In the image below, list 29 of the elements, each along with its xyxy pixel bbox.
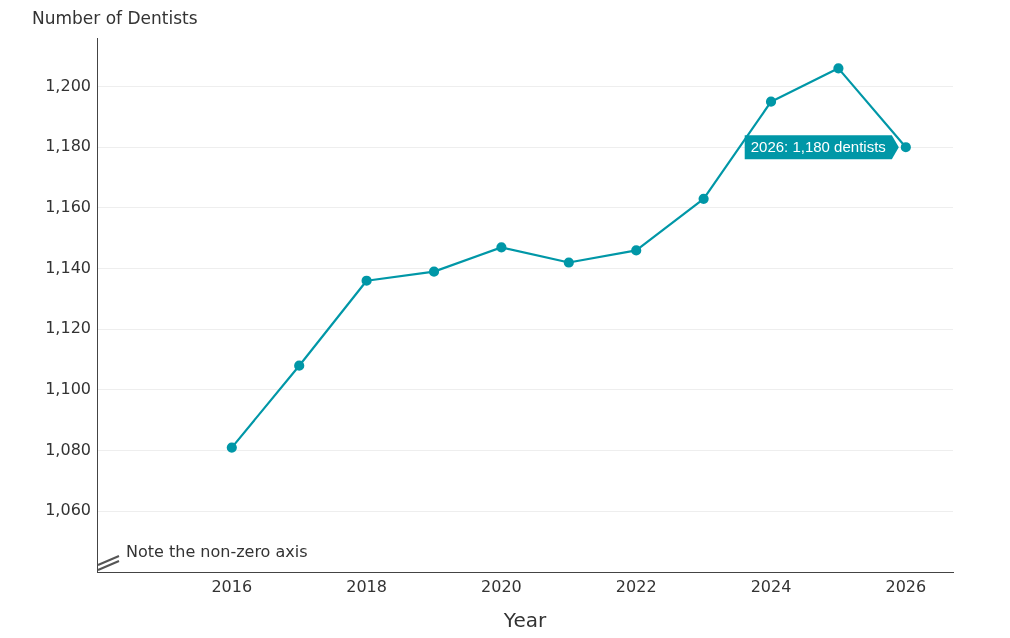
x-tick-label: 2020 [481,576,522,596]
y-tick-label: 1,200 [45,75,91,95]
point [563,257,574,268]
x-tick-label: 2024 [750,576,792,596]
point [428,266,440,277]
y-tick-label: 1,080 [45,439,91,459]
annotation: Note the non-zero axis [126,542,308,562]
point [631,245,642,256]
y-tick-label: 1,140 [45,257,91,277]
point [698,193,709,204]
point [833,63,844,74]
point [226,442,237,453]
point [496,242,507,253]
y-axis-title: Number of Dentists [32,8,198,29]
y-tick-label: 1,160 [45,197,91,217]
x-axis-title: Year [502,608,547,633]
point [294,360,305,371]
annotation: 2026: 1,180 dentists [750,138,886,156]
x-tick-label: 2016 [211,576,253,596]
x-tick-label: 2022 [615,576,657,596]
y-tick-label: 1,060 [45,500,91,520]
y-tick-label: 1,100 [45,379,91,399]
point [361,275,372,286]
x-tick-label: 2018 [346,576,387,596]
y-tick-label: 1,180 [45,136,91,156]
point [765,96,777,107]
point [900,142,911,153]
y-tick-label: 1,120 [45,318,91,338]
x-tick-label: 2026 [885,576,927,596]
